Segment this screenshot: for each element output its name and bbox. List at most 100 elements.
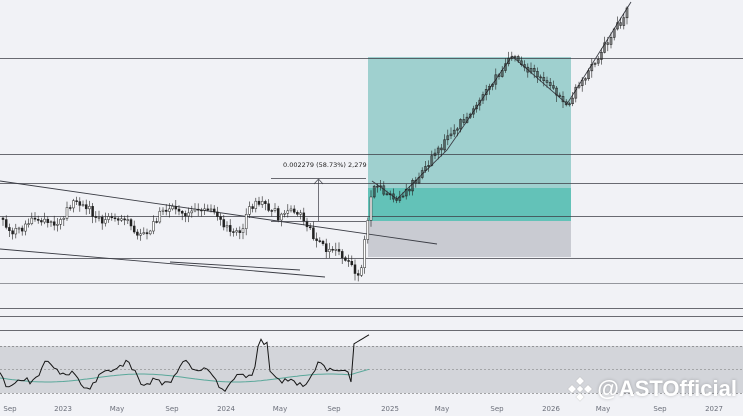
candle-body (456, 128, 459, 131)
candle-body (280, 213, 283, 221)
candle-body (411, 180, 414, 192)
candle-body (196, 208, 200, 211)
candle-body (299, 212, 302, 215)
candle-body (612, 28, 616, 38)
candle-body (347, 260, 350, 262)
candle-body (264, 201, 267, 204)
candle-body (174, 206, 178, 210)
x-tick-label: 2026 (542, 405, 560, 413)
candle-body (4, 219, 8, 228)
candle-body (59, 219, 62, 225)
rsi-band (0, 346, 743, 393)
candle-body (52, 221, 56, 226)
stop-zone (368, 221, 571, 257)
candle-body (360, 267, 363, 276)
candle-body (328, 248, 331, 253)
candle-body (216, 211, 219, 217)
candle-body (129, 219, 133, 227)
candle-body (440, 147, 443, 151)
candle-body (292, 208, 296, 213)
candle-body (113, 217, 117, 220)
candle-body (344, 257, 347, 261)
candle-body (590, 64, 594, 72)
candle-body (283, 213, 286, 215)
candle-body (273, 208, 277, 211)
candle-body (552, 85, 555, 89)
measure-arrow-head (313, 178, 324, 185)
candle-body (20, 227, 24, 232)
candle-body (286, 210, 290, 214)
candle-body (395, 198, 398, 201)
candle-body (334, 249, 338, 251)
candle-body (248, 206, 251, 215)
channel-lower-line (0, 248, 326, 278)
candle-body (145, 232, 149, 235)
candle-body (168, 208, 171, 212)
candle-body (491, 83, 494, 87)
candle-body (564, 101, 568, 106)
candle-body (228, 225, 232, 232)
x-tick-label: 2024 (217, 405, 235, 413)
candle-body (529, 68, 533, 73)
candle-body (308, 226, 312, 229)
candle-body (472, 108, 475, 115)
candle-body (104, 219, 107, 224)
candle-body (520, 60, 523, 66)
candle-body (62, 218, 66, 220)
candle-body (251, 206, 254, 209)
candle-body (56, 224, 59, 226)
measure-label: 0.002279 (58.73%) 2,279 (283, 161, 367, 169)
candle-body (526, 66, 530, 73)
candle-body (513, 56, 517, 58)
candle-body (296, 212, 299, 215)
candle-body (254, 200, 258, 209)
candle-body (164, 209, 168, 212)
x-tick-label: Sep (490, 405, 504, 413)
candle-body (596, 59, 600, 64)
candle-body (65, 207, 69, 219)
candle-body (209, 208, 213, 211)
candle-body (238, 230, 242, 233)
candle-body (484, 89, 488, 95)
candle-body (548, 82, 552, 86)
candle-body (219, 216, 222, 220)
candle-body (305, 220, 309, 228)
candle-body (580, 79, 584, 86)
candle-body (270, 210, 274, 212)
candle-body (161, 209, 165, 212)
x-tick-label: Sep (165, 405, 179, 413)
candle-body (558, 94, 562, 97)
candle-body (420, 170, 424, 178)
candle-body (376, 185, 379, 188)
candle-body (30, 217, 34, 224)
rsi-panel (0, 334, 743, 394)
candle-body (203, 208, 206, 211)
candle-body (337, 249, 341, 252)
candle-body (616, 22, 619, 30)
candle-body (158, 211, 162, 223)
candle-body (94, 216, 98, 218)
rsi-line (0, 334, 370, 393)
candle-body (593, 62, 597, 65)
candle-body (507, 57, 510, 65)
candle-body (619, 22, 622, 26)
x-tick-label: May (596, 405, 610, 413)
candle-body (232, 231, 235, 233)
candle-body (356, 273, 360, 276)
candle-body (72, 200, 75, 209)
candle-body (369, 196, 373, 221)
candle-body (97, 216, 101, 219)
candle-body (488, 85, 491, 90)
candle-body (510, 56, 514, 59)
candle-body (424, 166, 427, 171)
candle-body (302, 212, 306, 222)
candle-body (276, 208, 280, 221)
x-tick-label: Sep (653, 405, 667, 413)
candle-body (142, 232, 146, 235)
candle-body (385, 193, 389, 196)
candle-body (478, 99, 482, 106)
candle-body (587, 70, 590, 80)
candle-body (11, 230, 14, 235)
candle-body (75, 200, 78, 202)
